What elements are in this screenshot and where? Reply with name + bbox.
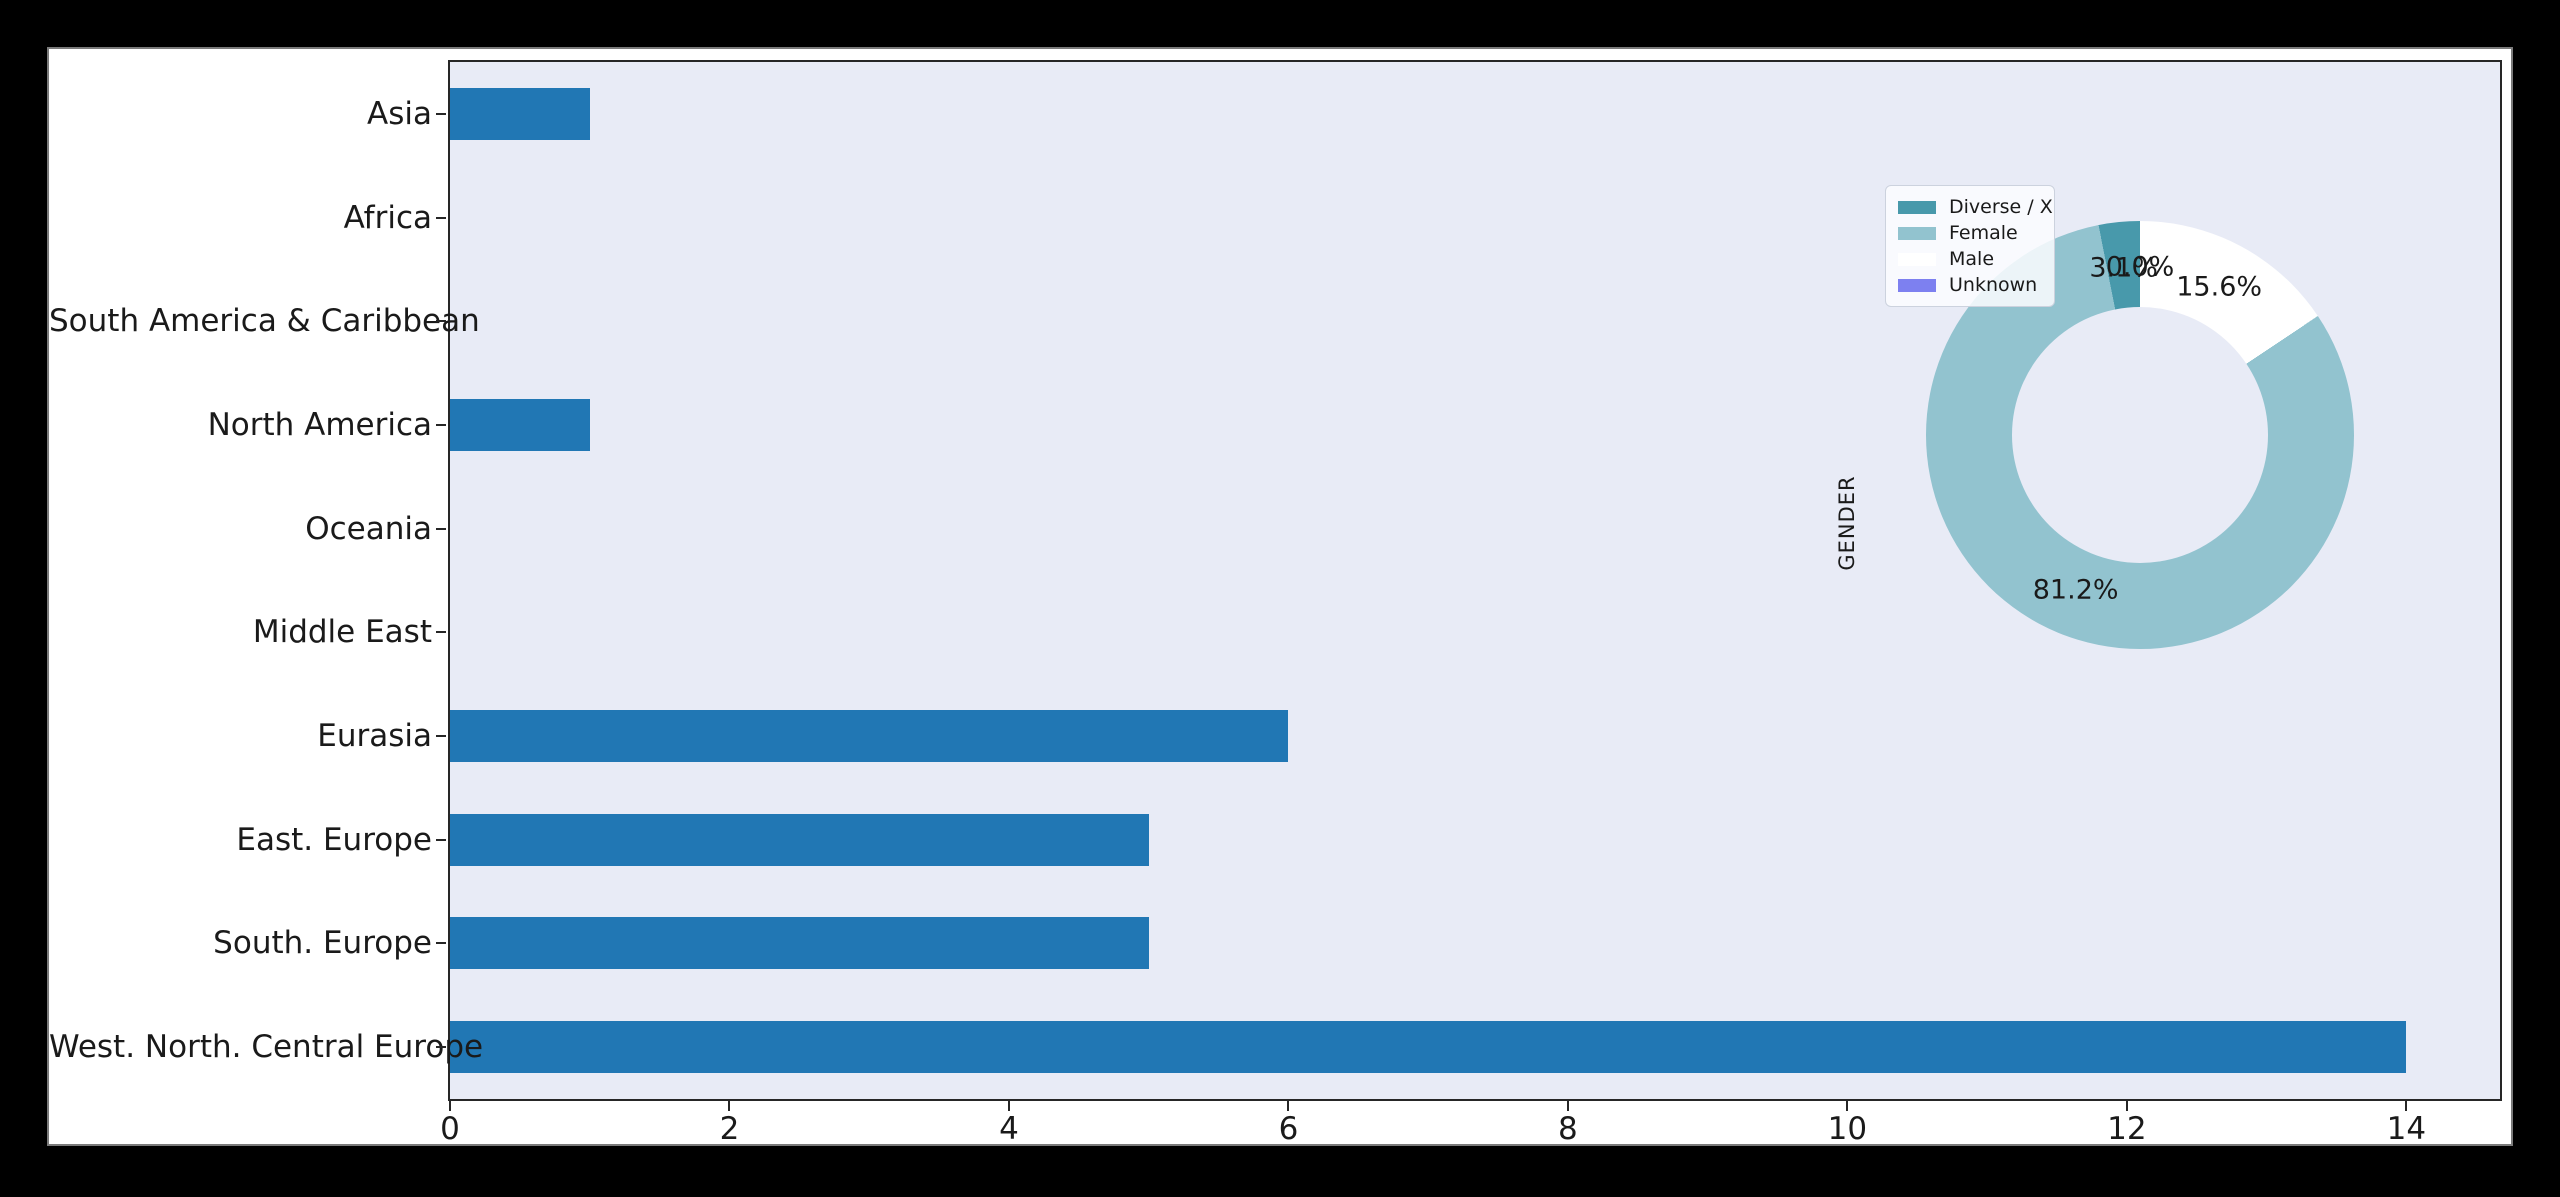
x-tick-mark xyxy=(1846,1101,1849,1111)
category-label: Asia xyxy=(367,95,432,132)
x-tick-label: 8 xyxy=(1558,1111,1578,1147)
gender-legend: Diverse / X Female Male Unknown xyxy=(1885,185,2055,307)
bar-eurasia xyxy=(450,710,1289,763)
y-tick-mark xyxy=(436,838,446,841)
x-tick-mark xyxy=(2125,1101,2128,1111)
y-tick-mark xyxy=(436,112,446,115)
y-tick-mark xyxy=(436,216,446,219)
y-tick-mark xyxy=(436,942,446,945)
x-tick-mark xyxy=(1287,1101,1290,1111)
y-tick-mark xyxy=(436,631,446,634)
x-tick-label: 14 xyxy=(2386,1111,2427,1147)
percent-label-female: 81.2% xyxy=(2032,574,2119,606)
bar-north-america xyxy=(450,398,590,451)
legend-swatch-icon xyxy=(1898,278,1936,292)
legend-label: Male xyxy=(1949,248,1995,270)
bar-south-europe xyxy=(450,917,1149,970)
category-label: East. Europe xyxy=(236,821,432,858)
y-tick-mark xyxy=(436,1046,446,1049)
y-tick-mark xyxy=(436,735,446,738)
category-label: South America & Caribbean xyxy=(49,303,480,340)
legend-item: Female xyxy=(1898,220,2044,246)
x-tick-label: 12 xyxy=(2107,1111,2147,1147)
x-tick-label: 2 xyxy=(719,1111,740,1147)
donut-hole xyxy=(2012,307,2268,563)
legend-item: Unknown xyxy=(1898,272,2044,298)
donut-y-axis-label: GENDER xyxy=(1835,475,1859,571)
percent-label-male: 15.6% xyxy=(2176,271,2263,303)
category-label: Africa xyxy=(343,199,432,236)
category-label: West. North. Central Europe xyxy=(49,1029,484,1066)
x-tick-mark xyxy=(1007,1101,1010,1111)
category-label: Eurasia xyxy=(317,718,432,755)
legend-swatch-icon xyxy=(1898,200,1936,214)
x-tick-label: 0 xyxy=(440,1111,460,1147)
category-label: Oceania xyxy=(305,510,432,547)
category-label: South. Europe xyxy=(213,925,432,962)
x-tick-label: 10 xyxy=(1827,1111,1868,1147)
legend-swatch-icon xyxy=(1898,226,1936,240)
legend-swatch-icon xyxy=(1898,252,1936,266)
bar-asia xyxy=(450,87,590,140)
figure-canvas: Asia Africa South America & Caribbean North… xyxy=(47,47,2513,1147)
x-tick-mark xyxy=(728,1101,731,1111)
bar-east-europe xyxy=(450,813,1149,866)
y-tick-mark xyxy=(436,423,446,426)
x-tick-mark xyxy=(2405,1101,2408,1111)
legend-item: Diverse / X xyxy=(1898,194,2053,220)
legend-item: Male xyxy=(1898,246,2044,272)
category-label: Middle East xyxy=(252,614,432,651)
y-tick-mark xyxy=(436,527,446,530)
percent-label-unknown: 0.0% xyxy=(2105,251,2175,283)
x-tick-label: 4 xyxy=(999,1111,1019,1147)
percent-label-diverse-x: 3.1% xyxy=(2089,252,2158,284)
x-tick-label: 6 xyxy=(1278,1111,1299,1147)
legend-label: Unknown xyxy=(1949,274,2038,296)
legend-label: Diverse / X xyxy=(1949,196,2053,218)
category-label: North America xyxy=(207,406,432,443)
bar-west-north-central-europe xyxy=(450,1021,2407,1074)
x-tick-mark xyxy=(1566,1101,1569,1111)
x-tick-mark xyxy=(449,1101,451,1111)
legend-label: Female xyxy=(1949,222,2018,244)
y-tick-mark xyxy=(436,320,446,323)
